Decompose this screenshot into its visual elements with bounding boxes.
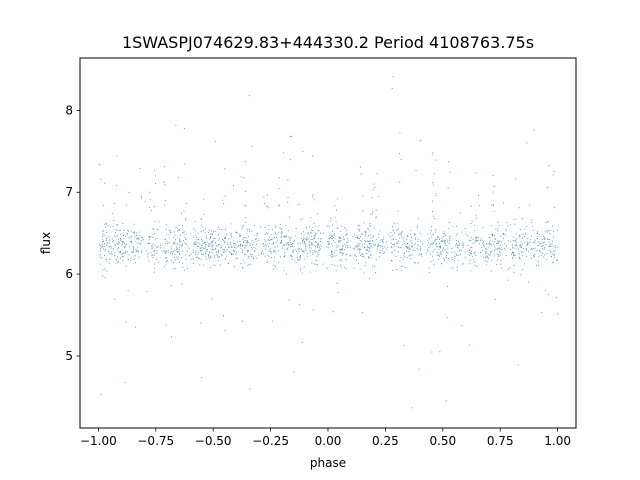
chart-title: 1SWASPJ074629.83+444330.2 Period 4108763… xyxy=(122,33,534,52)
y-axis-label: flux xyxy=(39,232,53,254)
y-tick-label: 7 xyxy=(65,185,73,199)
x-axis-label: phase xyxy=(310,456,346,470)
x-tick-label: −0.25 xyxy=(252,434,289,448)
x-tick-label: 0.00 xyxy=(315,434,342,448)
x-tick-label: −0.50 xyxy=(195,434,232,448)
x-tick-label: 0.25 xyxy=(372,434,399,448)
y-axis-ticks: 5 6 7 8 xyxy=(65,103,80,363)
x-tick-label: 0.50 xyxy=(429,434,456,448)
y-tick-label: 8 xyxy=(65,103,73,117)
x-tick-label: 0.75 xyxy=(487,434,514,448)
x-tick-label: −1.00 xyxy=(80,434,117,448)
y-tick-label: 5 xyxy=(65,349,73,363)
x-tick-label: −0.75 xyxy=(137,434,174,448)
y-tick-label: 6 xyxy=(65,267,73,281)
x-tick-label: 1.00 xyxy=(544,434,571,448)
x-axis-ticks: −1.00 −0.75 −0.50 −0.25 0.00 0.25 0.50 0.75 1.00 xyxy=(80,428,571,448)
